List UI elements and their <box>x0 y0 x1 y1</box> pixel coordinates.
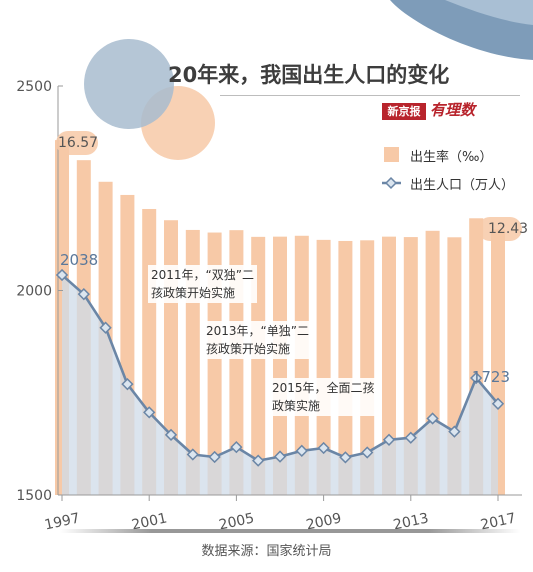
births-point-2012 <box>382 433 396 446</box>
corner-swoosh-decor-light <box>445 0 533 25</box>
birth-rate-bar-2013 <box>403 237 418 495</box>
x-tick-label-2001: 2001 <box>130 510 168 533</box>
data-source: 数据来源：国家统计局 <box>201 544 332 559</box>
births-point-1997 <box>55 268 69 282</box>
birth-rate-bar-2011 <box>360 240 375 495</box>
annotation-2013: 2013年，“单独”二 孩政策开始实施 <box>203 321 312 359</box>
births-label-first: 2038 <box>60 251 98 269</box>
annotation-2015-line2: 政策实施 <box>272 399 321 413</box>
births-point-2008 <box>295 444 308 457</box>
annotation-2011-line2: 孩政策开始实施 <box>151 286 236 300</box>
annotation-2013-line1: 2013年，“单独”二 <box>206 324 309 338</box>
x-tick-label-2013: 2013 <box>392 510 430 533</box>
x-tick-label-2009: 2009 <box>305 510 343 533</box>
x-tick-label-1997: 1997 <box>43 510 81 533</box>
logo-subbrand: 有理数 <box>430 101 476 119</box>
title-rule <box>220 95 520 96</box>
births-point-2005 <box>230 440 243 454</box>
logo-brand: 新京报 <box>382 103 426 120</box>
first-rate-label: 16.57 <box>58 135 99 151</box>
births-point-2000 <box>121 378 134 391</box>
births-point-2016 <box>470 371 483 385</box>
footer-bar <box>60 529 520 533</box>
births-point-2007 <box>273 450 287 463</box>
births-point-2009 <box>317 441 330 455</box>
chart-title: 20年来，我国出生人口的变化 <box>168 63 450 87</box>
annotation-2015: 2015年，全面二孩 政策实施 <box>269 378 378 416</box>
births-point-2001 <box>143 406 156 419</box>
legend-line-icon <box>382 176 401 190</box>
birth-rate-bar-2012 <box>382 236 396 495</box>
births-point-2011 <box>361 446 374 459</box>
decorative-shapes <box>84 0 533 160</box>
births-point-2017 <box>491 397 505 410</box>
births-point-1999 <box>99 321 112 334</box>
y-tick-label-2500: 2500 <box>16 79 52 95</box>
births-point-2013 <box>404 431 417 444</box>
legend-births: 出生人口（万人） <box>410 178 515 193</box>
births-point-2015 <box>448 425 461 438</box>
first-rate-pill <box>56 131 98 155</box>
decor-circle-blue <box>84 39 174 129</box>
birth-rate-bar-2008 <box>294 235 309 495</box>
births-point-2006 <box>252 454 265 467</box>
last-rate-label: 12.43 <box>488 221 529 237</box>
birth-rate-bar-2007 <box>273 236 287 495</box>
x-tick-label-2005: 2005 <box>218 510 256 533</box>
births-point-2002 <box>164 428 178 442</box>
births-label-last: 1723 <box>472 368 510 386</box>
annotation-2011: 2011年，“双独”二 孩政策开始实施 <box>148 265 257 303</box>
y-tick-label-2000: 2000 <box>16 284 52 300</box>
annotation-2011-line1: 2011年，“双独”二 <box>151 268 254 282</box>
birth-rate-bar-2010 <box>338 240 353 495</box>
legend-bar-swatch <box>384 147 399 162</box>
birth-rate-bar-2009 <box>316 239 331 495</box>
y-tick-label-1500: 1500 <box>16 488 52 504</box>
annotation-2015-line1: 2015年，全面二孩 <box>272 381 375 395</box>
births-point-2014 <box>426 412 439 425</box>
births-point-2003 <box>186 448 199 461</box>
births-point-1998 <box>77 288 90 301</box>
births-point-2010 <box>339 451 352 464</box>
births-point-2004 <box>208 450 221 464</box>
last-rate-pill <box>478 217 522 241</box>
annotation-2013-line2: 孩政策开始实施 <box>206 342 291 356</box>
legend-birth-rate: 出生率（‰） <box>410 150 493 165</box>
x-tick-label-2017: 2017 <box>479 510 517 533</box>
